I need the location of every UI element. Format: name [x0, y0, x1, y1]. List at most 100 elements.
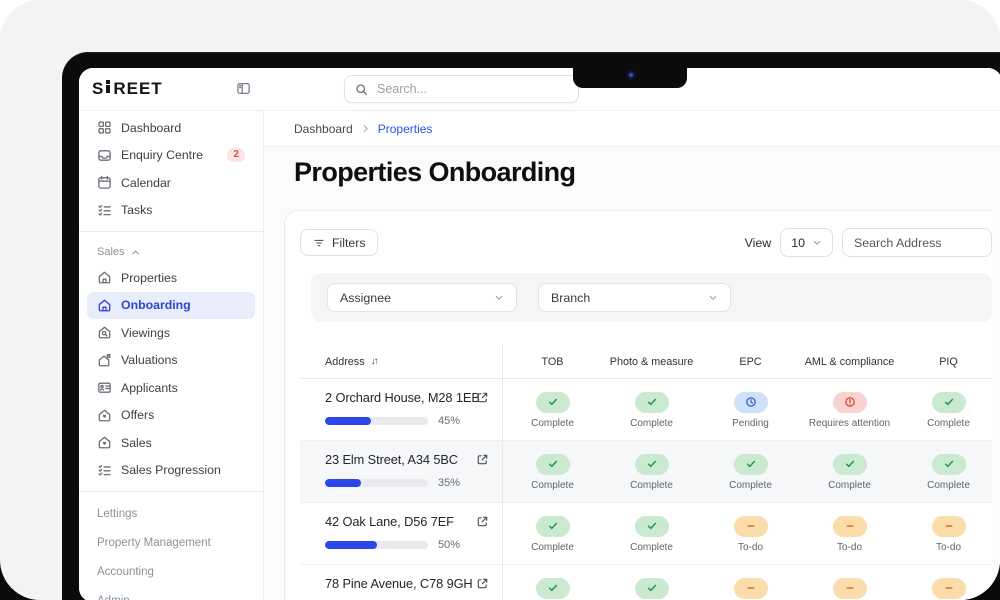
sidebar-section-label: Admin: [97, 595, 130, 600]
status-attention: Requires attention: [800, 379, 899, 440]
sidebar-item-dashboard[interactable]: Dashboard: [87, 114, 255, 142]
progress-bar: [325, 417, 428, 425]
sidebar-item-sales[interactable]: Sales: [87, 429, 255, 457]
progress: 35%: [325, 477, 502, 489]
check-icon: [745, 458, 757, 470]
check-icon: [943, 396, 955, 408]
search-address-input[interactable]: [842, 228, 992, 257]
status-complete: Complete: [602, 565, 701, 600]
table-row[interactable]: 78 Pine Avenue, C78 9GH 60% CompleteComp…: [300, 565, 992, 600]
onboarding-table: Address ↓↑ TOB Photo & measure EPC AML &…: [300, 345, 992, 600]
dash-icon: [844, 582, 856, 594]
status-pill: [733, 453, 768, 475]
status-pill: [832, 391, 867, 413]
filter-panel: Assignee Branch: [311, 273, 992, 322]
address-link[interactable]: 78 Pine Avenue, C78 9GH: [325, 576, 473, 591]
breadcrumb-properties[interactable]: Properties: [377, 121, 433, 136]
sidebar-item-enquiry-centre[interactable]: Enquiry Centre 2: [87, 142, 255, 170]
assignee-select[interactable]: Assignee: [327, 283, 517, 312]
address-link[interactable]: 42 Oak Lane, D56 7EF: [325, 514, 454, 529]
breadcrumb-dashboard[interactable]: Dashboard: [294, 121, 353, 136]
home-heart-icon: [97, 435, 112, 450]
status-todo: To-do: [899, 503, 998, 564]
external-link-icon[interactable]: [476, 391, 489, 404]
sidebar-section-property-management[interactable]: Property Management: [79, 528, 263, 557]
sidebar-toggle-icon[interactable]: [236, 81, 251, 96]
status-pill: [535, 391, 570, 413]
status-pill: [733, 515, 768, 537]
sidebar-section-accounting[interactable]: Accounting: [79, 557, 263, 586]
page-size-select[interactable]: 10: [780, 228, 833, 257]
sidebar-item-label: Sales Progression: [121, 463, 221, 478]
table-row[interactable]: 42 Oak Lane, D56 7EF 50% Complete Complet…: [300, 503, 992, 565]
external-link-icon[interactable]: [476, 515, 489, 528]
sidebar-item-properties[interactable]: Properties: [87, 264, 255, 292]
check-icon: [646, 396, 658, 408]
chevron-down-icon: [494, 293, 504, 303]
dash-icon: [943, 582, 955, 594]
breadcrumb: Dashboard Properties: [264, 111, 1000, 147]
sidebar-item-sales-progression[interactable]: Sales Progression: [87, 457, 255, 485]
inbox-icon: [97, 148, 112, 163]
status-pill: [931, 515, 966, 537]
check-icon: [646, 582, 658, 594]
status-pill: [535, 515, 570, 537]
check-icon: [646, 458, 658, 470]
sidebar-item-tasks[interactable]: Tasks: [87, 197, 255, 225]
address-link[interactable]: 2 Orchard House, M28 1EB: [325, 390, 480, 405]
sidebar-item-label: Properties: [121, 270, 178, 285]
sidebar-section-admin[interactable]: Admin: [79, 586, 263, 600]
sort-icon[interactable]: ↓↑: [370, 356, 379, 367]
progress-bar: [325, 479, 428, 487]
check-icon: [547, 396, 559, 408]
check-icon: [844, 458, 856, 470]
status-todo: To-do: [701, 503, 800, 564]
global-search-input[interactable]: [375, 81, 568, 97]
sidebar-item-valuations[interactable]: Valuations: [87, 347, 255, 375]
sidebar-item-label: Tasks: [121, 203, 153, 218]
status-label: Complete: [630, 479, 673, 491]
progress-percent: 50%: [438, 539, 461, 551]
address-cell: 78 Pine Avenue, C78 9GH 60%: [300, 565, 503, 600]
status-label: To-do: [836, 541, 862, 553]
status-pill: [832, 515, 867, 537]
sidebar-section-sales[interactable]: Sales: [79, 239, 263, 264]
filters-label: Filters: [332, 235, 366, 250]
status-label: Complete: [531, 479, 574, 491]
status-todo: To-do: [800, 503, 899, 564]
external-link-icon[interactable]: [476, 453, 489, 466]
status-pending: Pending: [701, 379, 800, 440]
table-row[interactable]: 23 Elm Street, A34 5BC 35% Complete Compl…: [300, 441, 992, 503]
sidebar-item-viewings[interactable]: Viewings: [87, 319, 255, 347]
table-row[interactable]: 2 Orchard House, M28 1EB 45% Complete Com…: [300, 379, 992, 441]
status-pill: [931, 391, 966, 413]
grid-icon: [97, 120, 112, 135]
chevron-up-icon: [130, 247, 141, 258]
address-link[interactable]: 23 Elm Street, A34 5BC: [325, 452, 458, 467]
filters-button[interactable]: Filters: [300, 229, 379, 256]
address-header-label: Address: [325, 355, 365, 368]
check-icon: [547, 520, 559, 532]
branch-label: Branch: [551, 290, 591, 305]
branch-select[interactable]: Branch: [538, 283, 731, 312]
status-label: To-do: [935, 541, 961, 553]
sidebar-item-offers[interactable]: Offers: [87, 402, 255, 430]
global-search[interactable]: [344, 75, 579, 103]
assignee-label: Assignee: [340, 290, 391, 305]
sidebar-item-calendar[interactable]: Calendar: [87, 169, 255, 197]
onboarding-card: Filters View 10: [284, 210, 992, 600]
status-label: Complete: [531, 417, 574, 429]
column-header-piq: PIQ: [939, 355, 958, 368]
chevron-down-icon: [812, 238, 822, 248]
status-pill: [634, 453, 669, 475]
sidebar-item-applicants[interactable]: Applicants: [87, 374, 255, 402]
status-pill: [535, 577, 570, 599]
check-icon: [943, 458, 955, 470]
status-pill: [634, 391, 669, 413]
sidebar-item-label: Viewings: [121, 325, 170, 340]
search-icon: [355, 83, 368, 96]
sidebar-section-lettings[interactable]: Lettings: [79, 499, 263, 528]
external-link-icon[interactable]: [476, 577, 489, 590]
sidebar-item-onboarding[interactable]: Onboarding: [87, 291, 255, 319]
